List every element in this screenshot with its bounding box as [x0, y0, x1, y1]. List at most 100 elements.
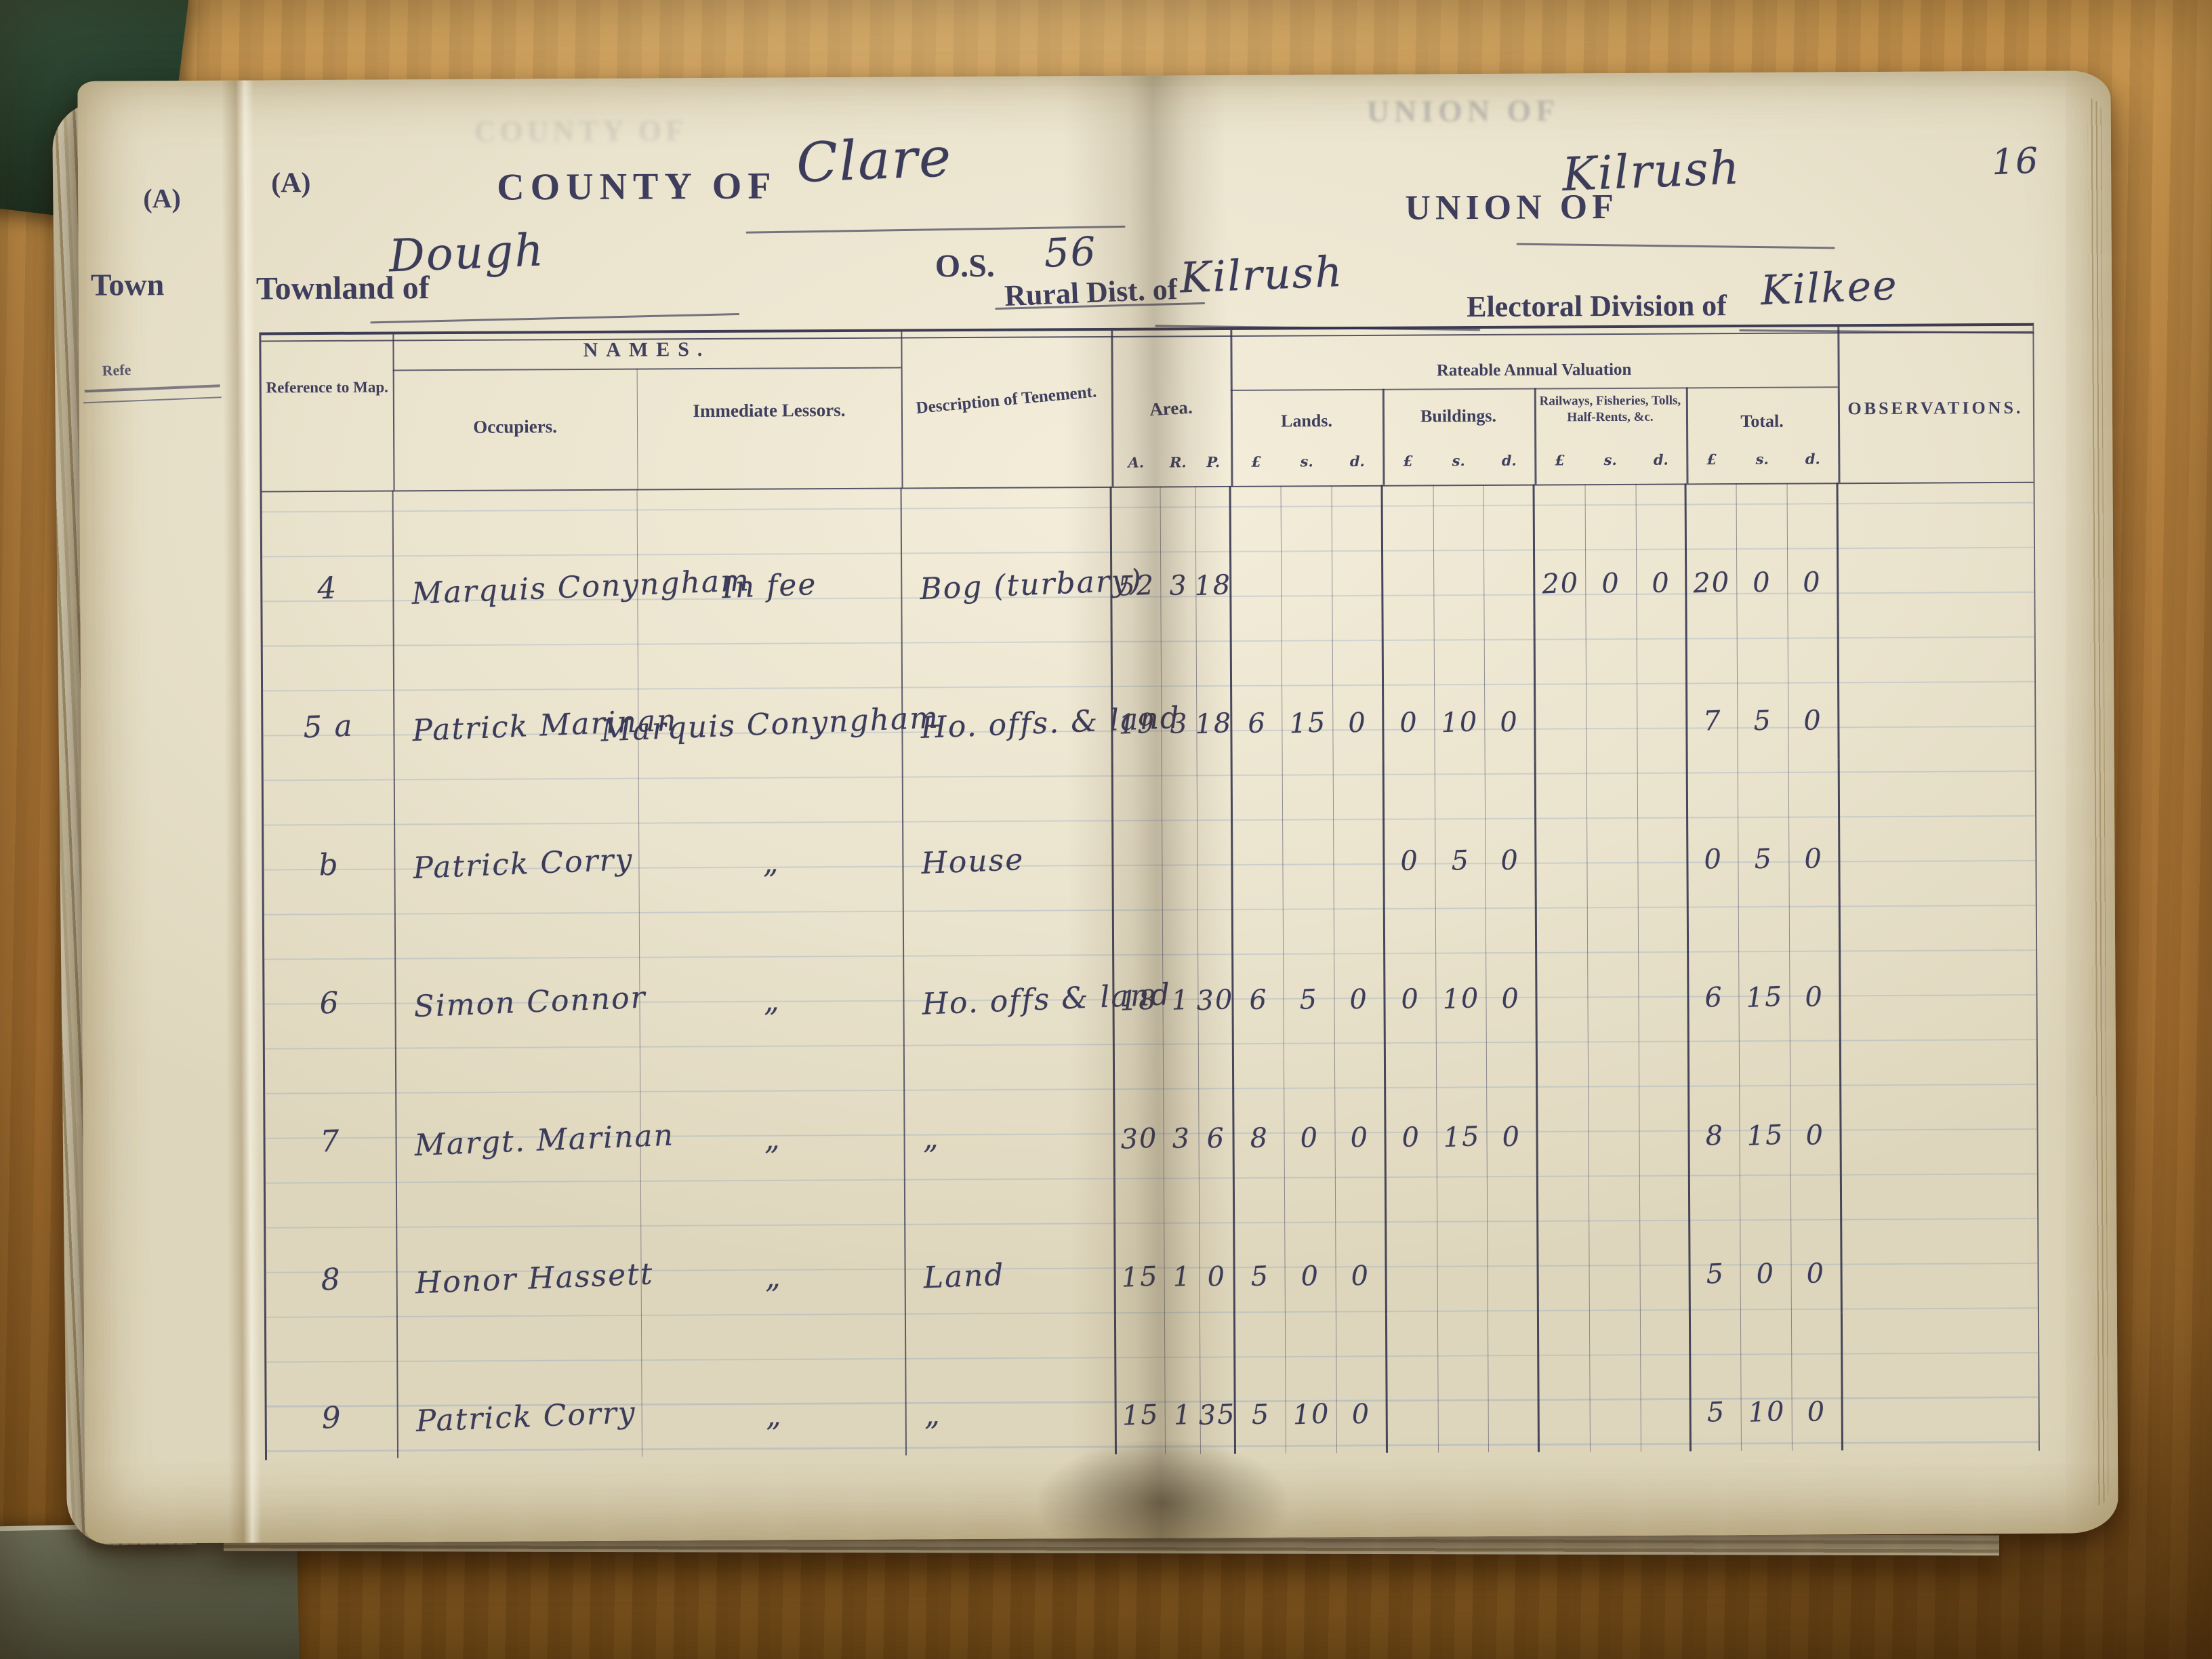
cell-total-shillings: 15 [1738, 897, 1790, 1037]
cell-buildings-pence [1488, 1313, 1540, 1452]
cell-railways-pounds [1536, 899, 1589, 1038]
cell-reference: b [263, 766, 396, 906]
cell-lessor: „ [640, 1040, 905, 1181]
cell-lands-pence: 0 [1332, 623, 1385, 762]
cell-total-pence: 0 [1789, 897, 1841, 1036]
cell-buildings-shillings: 5 [1435, 761, 1486, 900]
cell-buildings-pounds [1382, 485, 1435, 623]
cell-total-pounds: 6 [1688, 898, 1740, 1037]
unit-pounds: £ [1706, 451, 1717, 468]
prev-page-rule-fragment [84, 384, 220, 393]
cell-railways-pounds [1537, 1037, 1589, 1176]
unit-pence: d. [1349, 452, 1365, 470]
page-edge-crease [221, 80, 262, 1543]
cell-observations [1841, 897, 2036, 1036]
cell-railways-pence [1637, 760, 1689, 899]
cell-lessor: „ [641, 1317, 907, 1457]
column-header-occupiers: Occupiers. [473, 416, 557, 437]
cell-lands-pounds: 6 [1231, 623, 1283, 762]
cell-lands-pence: 0 [1336, 1314, 1388, 1454]
gutter-shadow [1063, 75, 1234, 1539]
prev-page-townland-fragment: Town [90, 267, 165, 302]
cell-railways-pounds [1536, 760, 1588, 899]
cell-buildings-pence [1487, 1175, 1539, 1314]
cell-total-shillings: 0 [1736, 483, 1788, 622]
cell-railways-shillings [1586, 621, 1638, 761]
cell-lands-pence: 0 [1334, 899, 1386, 1039]
cell-buildings-pence: 0 [1484, 622, 1536, 762]
cell-occupier: Margt. Marinan [396, 1042, 675, 1182]
names-group-header: NAMES. [583, 337, 711, 361]
cell-observations [1843, 1311, 2039, 1451]
cell-total-shillings: 15 [1739, 1036, 1791, 1175]
cell-buildings-pounds: 0 [1385, 1038, 1437, 1176]
header-divider [1837, 327, 1841, 483]
cell-railways-shillings [1587, 898, 1639, 1038]
railways-units: £ s. d. [1534, 451, 1686, 469]
cell-total-pence: 0 [1787, 483, 1839, 621]
cell-railways-pence [1637, 621, 1688, 760]
header-divider [1230, 329, 1233, 486]
unit-pounds: £ [1251, 453, 1262, 470]
unit-pence: d. [1501, 451, 1517, 469]
electoral-division-label: Electoral Division of [1467, 289, 1727, 324]
cell-buildings-shillings: 10 [1434, 623, 1486, 762]
electoral-division-value-handwritten: Kilkee [1759, 262, 1899, 315]
union-underline [1516, 243, 1835, 249]
unit-pounds: £ [1403, 452, 1414, 470]
cell-total-shillings: 5 [1738, 759, 1790, 899]
cell-lands-pounds: 6 [1233, 900, 1284, 1039]
cell-reference: 7 [264, 1043, 397, 1183]
cell-railways-pence: 0 [1636, 483, 1687, 622]
cell-occupier: Marquis Conyngham [393, 489, 751, 629]
cell-lands-pounds [1232, 762, 1284, 901]
total-units: £ s. d. [1686, 450, 1838, 468]
cell-observations [1840, 758, 2036, 898]
column-header-lands: Lands. [1280, 411, 1333, 431]
cell-reference: 8 [265, 1181, 398, 1321]
cell-lessor: „ [638, 764, 904, 904]
unit-shillings: s. [1755, 450, 1769, 468]
cell-total-pounds: 5 [1690, 1313, 1742, 1452]
unit-pounds: £ [1555, 451, 1565, 469]
cell-railways-shillings [1589, 1313, 1641, 1452]
cell-lessor: „ [639, 902, 905, 1042]
cell-buildings-pounds: 0 [1385, 899, 1437, 1038]
cell-railways-pounds [1538, 1313, 1591, 1452]
open-ledger-page: UNION OF COUNTY OF (A) Town Refe (A) COU… [77, 70, 2118, 1574]
cell-lands-pence [1333, 761, 1385, 901]
cell-lands-pence: 0 [1335, 1176, 1387, 1315]
cell-buildings-shillings: 15 [1436, 1038, 1488, 1176]
cell-total-shillings: 5 [1737, 621, 1789, 760]
cell-lands-shillings [1282, 762, 1334, 901]
cell-buildings-pence: 0 [1485, 760, 1537, 900]
cell-total-pounds: 8 [1689, 1036, 1740, 1175]
townland-underline [370, 313, 740, 324]
cell-occupier: Honor Hassett [396, 1180, 654, 1320]
column-header-reference: Reference to Map. [266, 378, 388, 396]
cell-railways-pence [1639, 1174, 1691, 1313]
cell-lands-pounds: 5 [1234, 1176, 1286, 1315]
unit-pence: d. [1805, 450, 1820, 468]
cell-total-shillings: 10 [1740, 1312, 1793, 1452]
valuation-group-header: Rateable Annual Valuation [1436, 360, 1632, 380]
unit-pence: d. [1653, 451, 1668, 468]
prev-page-section-mark: (A) [143, 183, 181, 214]
cell-total-pounds: 7 [1687, 621, 1738, 760]
header-divider [1685, 387, 1689, 484]
cell-total-pence: 0 [1788, 759, 1841, 898]
cell-lands-shillings: 0 [1284, 1038, 1336, 1177]
cell-buildings-pounds [1386, 1176, 1438, 1315]
cell-total-pounds: 0 [1687, 760, 1739, 899]
cell-observations [1839, 482, 2034, 621]
county-value-handwritten: Clare [795, 125, 954, 195]
cell-railways-pence [1640, 1313, 1692, 1452]
cell-buildings-pence: 0 [1486, 1037, 1538, 1176]
cell-railways-pounds [1538, 1175, 1590, 1314]
column-header-total: Total. [1740, 411, 1784, 432]
column-header-observations: OBSERVATIONS. [1847, 397, 2024, 419]
cell-buildings-shillings [1437, 1175, 1488, 1315]
cell-buildings-shillings [1433, 485, 1485, 623]
unit-shillings: s. [1452, 452, 1465, 470]
